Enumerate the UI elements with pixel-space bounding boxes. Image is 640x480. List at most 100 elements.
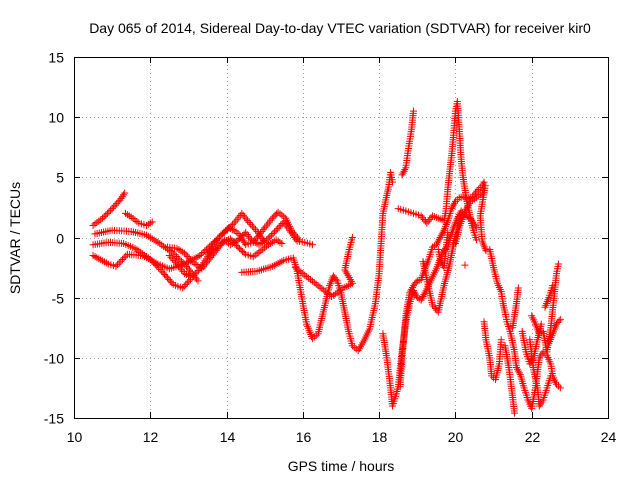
data-point xyxy=(182,251,190,259)
x-tick-label: 14 xyxy=(220,429,236,445)
data-point xyxy=(418,294,426,302)
data-point xyxy=(388,178,396,186)
data-point xyxy=(238,209,246,217)
data-point xyxy=(262,222,270,230)
data-point xyxy=(249,238,257,246)
chart-title: Day 065 of 2014, Sidereal Day-to-day VTE… xyxy=(89,20,591,36)
data-point xyxy=(165,275,173,283)
data-point xyxy=(246,234,254,242)
data-point xyxy=(171,251,179,259)
data-point xyxy=(444,229,452,237)
data-point xyxy=(168,279,176,287)
data-point xyxy=(513,365,521,373)
data-point xyxy=(514,284,522,292)
x-tick-label: 22 xyxy=(525,429,541,445)
y-tick-label: -5 xyxy=(52,291,65,307)
series-arc-7 xyxy=(165,208,303,281)
data-point xyxy=(179,284,187,292)
data-point xyxy=(348,234,356,241)
series-arc-12 xyxy=(398,107,417,179)
data-point xyxy=(259,245,267,253)
data-point xyxy=(549,282,557,290)
data-point xyxy=(423,219,431,227)
data-point xyxy=(194,266,202,274)
data-point xyxy=(239,211,247,219)
data-point xyxy=(199,248,207,256)
data-point xyxy=(410,288,418,296)
data-point xyxy=(411,290,419,298)
data-point xyxy=(318,285,326,293)
data-point xyxy=(162,272,170,280)
data-point xyxy=(119,191,127,199)
data-point xyxy=(420,291,428,299)
data-point xyxy=(401,166,409,174)
data-point xyxy=(193,268,201,276)
data-point xyxy=(112,262,120,270)
data-point xyxy=(251,226,259,234)
data-point xyxy=(148,218,156,226)
data-point xyxy=(301,271,309,279)
data-point xyxy=(261,244,269,252)
data-point xyxy=(159,269,167,277)
data-point xyxy=(254,233,262,241)
data-point xyxy=(187,256,195,264)
data-point xyxy=(110,203,118,211)
series-arc-8 xyxy=(204,235,286,261)
data-point xyxy=(236,245,244,253)
data-point xyxy=(314,282,322,290)
series-arc-18 xyxy=(461,261,469,269)
data-point xyxy=(229,238,237,246)
data-points xyxy=(89,98,564,417)
data-point xyxy=(244,217,252,225)
data-point xyxy=(232,241,240,249)
data-point xyxy=(251,237,259,245)
data-point xyxy=(431,304,439,312)
data-point xyxy=(194,277,202,285)
series-arc-19 xyxy=(480,318,505,383)
data-point xyxy=(253,250,261,258)
data-point xyxy=(198,250,206,258)
data-point xyxy=(196,252,204,260)
data-point xyxy=(433,239,441,247)
data-point xyxy=(99,214,107,222)
x-tick-label: 12 xyxy=(143,429,159,445)
series-arc-21 xyxy=(501,342,519,417)
data-point xyxy=(131,216,139,224)
data-point xyxy=(439,228,447,236)
data-point xyxy=(316,283,324,291)
data-point xyxy=(554,260,562,268)
data-point xyxy=(118,193,126,201)
data-point xyxy=(239,247,247,255)
data-point xyxy=(400,167,408,175)
data-point xyxy=(169,249,177,257)
axis-ticks: 10 12 14 16 18 20 22 24 15 10 5 0 -5 -10 -15 xyxy=(44,50,617,446)
data-point xyxy=(247,220,255,228)
data-point xyxy=(399,169,407,177)
data-point xyxy=(217,231,225,239)
data-point xyxy=(480,178,488,186)
series-arc-13 xyxy=(396,178,488,391)
data-point xyxy=(243,230,251,238)
data-point xyxy=(515,369,523,377)
series-arc-26 xyxy=(545,315,564,347)
data-point xyxy=(308,241,316,249)
data-point xyxy=(178,266,186,274)
data-point xyxy=(240,249,248,257)
data-point xyxy=(473,187,481,195)
data-point xyxy=(185,277,193,285)
data-point xyxy=(188,273,196,281)
data-point xyxy=(242,215,250,223)
data-point xyxy=(245,218,253,226)
data-point xyxy=(449,203,457,211)
x-axis-label: GPS time / hours xyxy=(288,458,395,474)
data-point xyxy=(267,231,275,239)
series-arc-16 xyxy=(434,229,452,272)
data-point xyxy=(183,279,191,287)
data-point xyxy=(173,252,181,260)
series-arc-9 xyxy=(238,169,396,355)
y-tick-label: 15 xyxy=(48,50,64,66)
data-point xyxy=(182,281,190,289)
data-point xyxy=(165,252,173,260)
data-point xyxy=(230,219,238,227)
